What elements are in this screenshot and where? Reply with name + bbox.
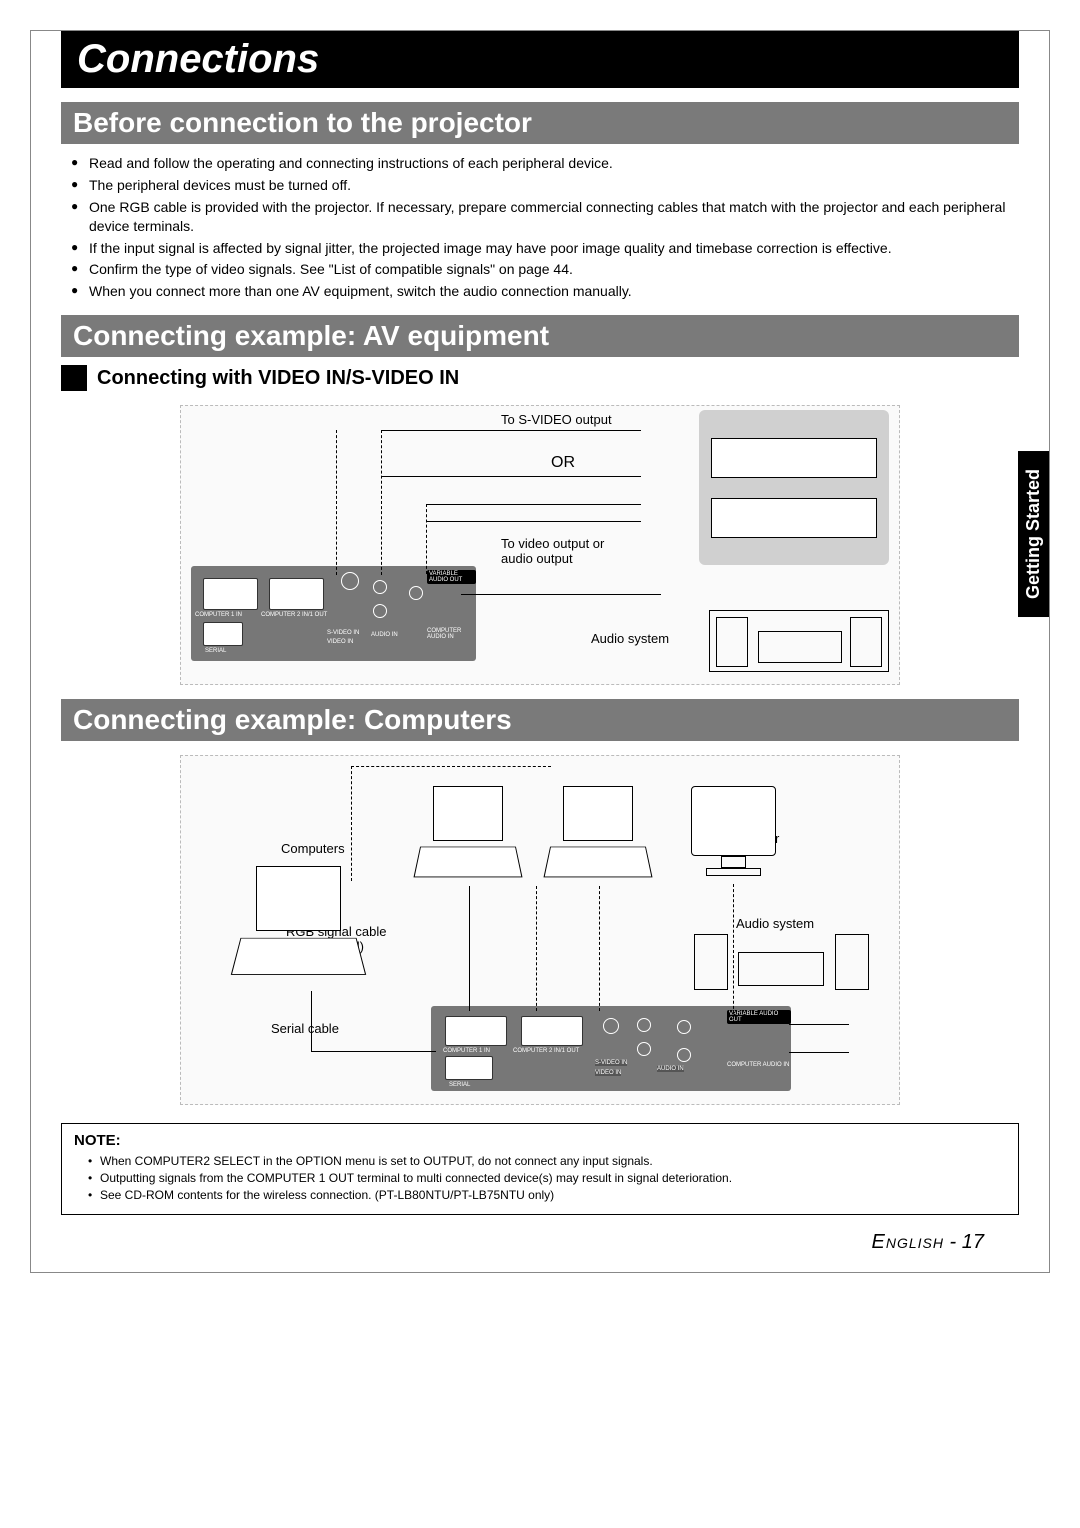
laptop-icon bbox=[541, 786, 656, 886]
io-label-video: VIDEO IN bbox=[327, 639, 353, 645]
io-label-serial: SERIAL bbox=[205, 648, 226, 654]
page-title-bar: Connections bbox=[61, 31, 1019, 88]
io-label-svideo: S-VIDEO IN bbox=[595, 1060, 627, 1066]
projector-io-panel: COMPUTER 1 IN COMPUTER 2 IN/1 OUT S-VIDE… bbox=[191, 566, 476, 661]
subheading-row: Connecting with VIDEO IN/S-VIDEO IN bbox=[61, 365, 1019, 391]
diag-label-computers: Computers bbox=[281, 841, 345, 856]
bullet-item: Confirm the type of video signals. See "… bbox=[69, 260, 1011, 279]
laptop-icon bbox=[411, 786, 526, 886]
bullet-item: If the input signal is affected by signa… bbox=[69, 239, 1011, 258]
before-connection-bullets: Read and follow the operating and connec… bbox=[69, 154, 1011, 301]
audio-system-box bbox=[694, 934, 869, 994]
monitor-icon bbox=[681, 786, 786, 881]
bullet-square-icon bbox=[61, 365, 87, 391]
manual-page: Getting Started Connections Before conne… bbox=[30, 30, 1050, 1273]
audio-system-box bbox=[709, 610, 889, 672]
diag-label-or: OR bbox=[551, 454, 575, 472]
section-tab-getting-started: Getting Started bbox=[1018, 451, 1049, 617]
io-label-serial: SERIAL bbox=[449, 1082, 470, 1088]
projector-io-panel: COMPUTER 1 IN COMPUTER 2 IN/1 OUT S-VIDE… bbox=[431, 1006, 791, 1091]
io-label-comp1: COMPUTER 1 IN bbox=[195, 612, 242, 618]
subheading-video-in: Connecting with VIDEO IN/S-VIDEO IN bbox=[97, 367, 459, 390]
io-label-var-out: VARIABLE AUDIO OUT bbox=[727, 1010, 791, 1024]
note-item: When COMPUTER2 SELECT in the OPTION menu… bbox=[88, 1153, 1006, 1170]
footer-dash: - bbox=[950, 1231, 962, 1253]
io-label-audio: AUDIO IN bbox=[657, 1066, 684, 1072]
laptop-icon bbox=[226, 866, 371, 986]
note-title: NOTE: bbox=[74, 1132, 1006, 1149]
io-label-comp-audio: COMPUTER AUDIO IN bbox=[727, 1062, 789, 1068]
io-label-var-out: VARIABLE AUDIO OUT bbox=[427, 570, 476, 584]
device-group-box bbox=[699, 410, 889, 565]
section-heading-av-equipment: Connecting example: AV equipment bbox=[61, 315, 1019, 357]
note-list: When COMPUTER2 SELECT in the OPTION menu… bbox=[88, 1153, 1006, 1203]
av-diagram-block: COMPUTER 1 IN COMPUTER 2 IN/1 OUT S-VIDE… bbox=[61, 405, 1019, 685]
computer-diagram-block: Computers Monitor RGB signal cable (Comm… bbox=[61, 755, 1019, 1105]
note-box: NOTE: When COMPUTER2 SELECT in the OPTIO… bbox=[61, 1123, 1019, 1214]
page-footer: English - 17 bbox=[61, 1223, 1019, 1254]
diag-label-audio-sys2: Audio system bbox=[736, 916, 814, 931]
computer-connection-diagram: Computers Monitor RGB signal cable (Comm… bbox=[180, 755, 900, 1105]
note-item: See CD-ROM contents for the wireless con… bbox=[88, 1187, 1006, 1204]
footer-language: English bbox=[872, 1231, 944, 1253]
io-label-comp1: COMPUTER 1 IN bbox=[443, 1048, 490, 1054]
section-heading-computers: Connecting example: Computers bbox=[61, 699, 1019, 741]
io-label-video: VIDEO IN bbox=[595, 1070, 621, 1076]
io-label-comp2: COMPUTER 2 IN/1 OUT bbox=[261, 612, 327, 618]
io-label-comp2: COMPUTER 2 IN/1 OUT bbox=[513, 1048, 579, 1054]
av-connection-diagram: COMPUTER 1 IN COMPUTER 2 IN/1 OUT S-VIDE… bbox=[180, 405, 900, 685]
bullet-item: Read and follow the operating and connec… bbox=[69, 154, 1011, 173]
bullet-item: The peripheral devices must be turned of… bbox=[69, 176, 1011, 195]
io-label-svideo: S-VIDEO IN bbox=[327, 630, 359, 636]
page-title: Connections bbox=[61, 31, 1019, 88]
diag-label-svideo: To S-VIDEO output bbox=[501, 412, 612, 427]
section-heading-before-connection: Before connection to the projector bbox=[61, 102, 1019, 144]
diag-label-serial-cable: Serial cable bbox=[271, 1021, 339, 1036]
io-label-audio: AUDIO IN bbox=[371, 632, 398, 638]
footer-page: 17 bbox=[962, 1231, 984, 1253]
note-item: Outputting signals from the COMPUTER 1 O… bbox=[88, 1170, 1006, 1187]
diag-label-audio-sys: Audio system bbox=[591, 631, 669, 646]
io-label-comp-audio: COMPUTER AUDIO IN bbox=[427, 628, 476, 640]
diag-label-video-audio: To video output or audio output bbox=[501, 536, 621, 566]
bullet-item: When you connect more than one AV equipm… bbox=[69, 282, 1011, 301]
bullet-item: One RGB cable is provided with the proje… bbox=[69, 198, 1011, 236]
